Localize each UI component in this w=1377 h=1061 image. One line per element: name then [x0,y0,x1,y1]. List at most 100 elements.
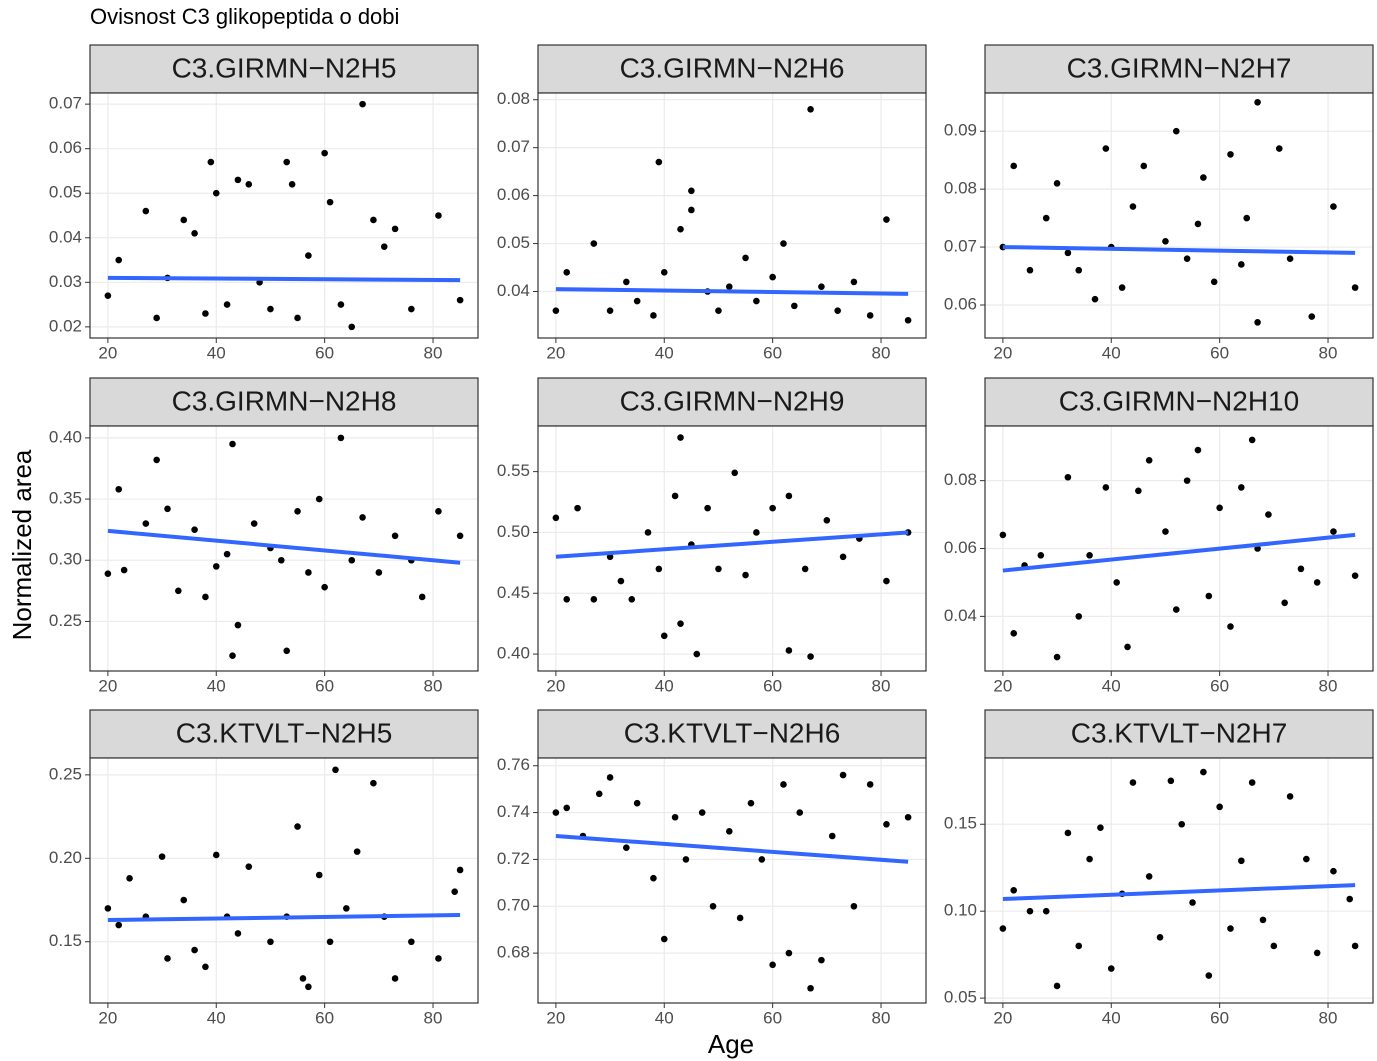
point [552,307,560,314]
y-tick-label: 0.08 [944,470,977,489]
point [283,647,291,655]
panel-border [984,92,1374,339]
point [1010,887,1018,894]
facet-title: C3.GIRMN−N2H9 [620,385,845,416]
point [359,514,366,521]
point [671,813,679,821]
point [321,583,328,591]
point [191,230,198,237]
y-tick-label: 0.03 [49,272,82,291]
point [408,938,415,946]
point [644,529,652,536]
panel [90,93,478,338]
point [104,570,112,578]
y-tick-label: 0.08 [497,89,530,108]
point [693,650,701,658]
point [245,863,253,870]
point [623,278,630,286]
point [456,532,464,540]
point [435,212,442,219]
point [677,225,684,233]
point [1026,266,1034,274]
point [456,296,464,304]
point [590,596,598,603]
point [1183,255,1191,262]
point [736,914,744,922]
x-tick-label: 80 [872,676,891,695]
point [617,577,625,585]
point [655,158,663,166]
point [785,647,793,654]
point [1064,249,1072,257]
point [359,100,366,108]
y-tick-label: 0.74 [497,802,530,821]
point [332,766,339,774]
point [1053,982,1061,990]
point [435,955,442,962]
point [283,158,291,166]
strip [984,709,1374,759]
panel [538,758,926,1003]
point [682,856,690,863]
point [1297,565,1305,573]
point [451,888,458,895]
point [212,563,220,570]
point [229,440,236,448]
point [801,565,809,573]
point [704,504,711,512]
panel [985,758,1373,1003]
point [1172,606,1180,613]
point [650,312,657,319]
x-tick-label: 40 [1102,343,1121,362]
point [191,946,198,954]
x-tick-label: 20 [98,1008,117,1027]
point [164,505,171,513]
x-tick-label: 20 [98,676,117,695]
point [1189,899,1196,906]
point [294,823,301,830]
point [796,809,804,816]
point [655,565,663,573]
point [769,273,776,281]
point [1183,477,1191,484]
y-tick-label: 0.06 [49,138,82,157]
y-tick-label: 0.04 [497,281,530,300]
point [677,434,684,441]
point [370,216,377,224]
point [709,902,717,910]
point [223,550,231,558]
point [677,620,684,627]
point [1210,278,1218,286]
panel [90,758,478,1003]
point [1313,579,1321,586]
point [191,526,198,533]
point [1259,916,1267,924]
y-tick-label: 0.05 [49,183,82,202]
point [1102,484,1110,491]
x-tick-label: 80 [872,343,891,362]
facet-title: C3.GIRMN−N2H5 [172,52,397,83]
point [1075,266,1083,274]
fit-line [107,913,461,923]
x-tick-label: 20 [993,343,1012,362]
point [1075,942,1083,950]
fit-line [1002,532,1356,573]
point [606,774,614,781]
point [321,149,328,157]
point [1086,855,1093,863]
point [823,516,831,524]
point [1330,867,1337,875]
y-tick-label: 0.06 [944,294,977,313]
point [1313,949,1321,957]
point [315,495,323,503]
point [1129,203,1137,210]
strip [89,377,479,427]
point [294,314,301,322]
point [1248,436,1256,444]
point [1303,855,1310,863]
point [202,593,209,601]
point [1351,942,1359,950]
x-tick-label: 20 [546,676,565,695]
y-tick-label: 0.45 [497,583,530,602]
point [563,804,571,812]
